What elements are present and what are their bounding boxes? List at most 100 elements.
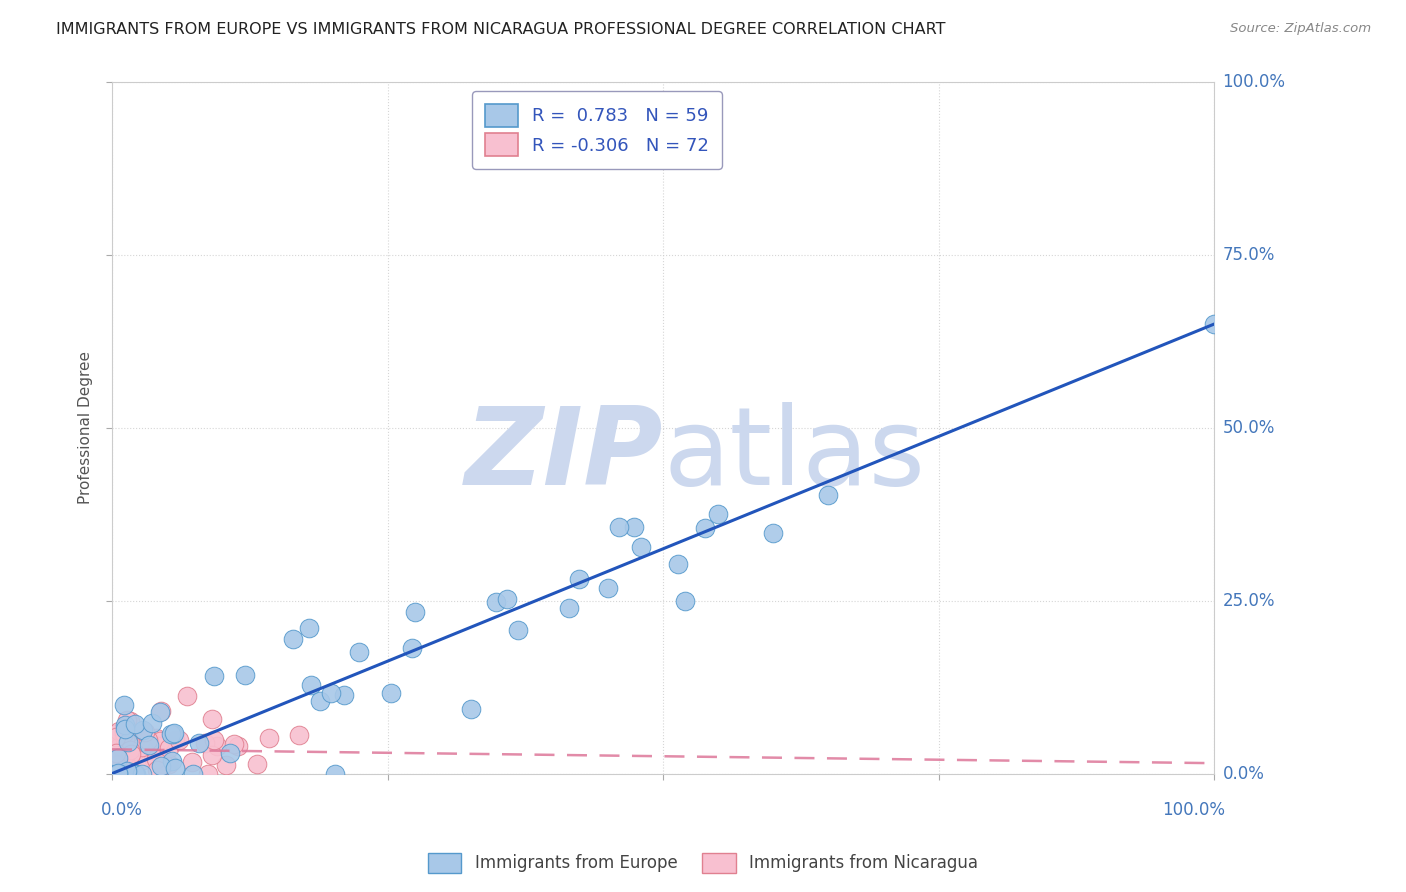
Point: [148, 734, 170, 748]
Point: [124, 716, 146, 731]
Point: [197, 766, 219, 780]
Point: [107, 766, 129, 780]
Text: 100.0%: 100.0%: [1163, 801, 1225, 819]
Text: Source: ZipAtlas.com: Source: ZipAtlas.com: [1230, 22, 1371, 36]
Point: [167, 732, 190, 747]
Point: [141, 738, 163, 752]
Point: [165, 733, 187, 747]
Point: [120, 747, 142, 761]
Y-axis label: Professional Degree: Professional Degree: [79, 351, 93, 504]
Point: [112, 698, 135, 712]
Point: [110, 746, 132, 760]
Point: [138, 738, 160, 752]
Point: [105, 730, 128, 744]
Point: [298, 622, 321, 636]
Point: [323, 766, 346, 780]
Point: [104, 746, 127, 760]
Point: [160, 727, 183, 741]
Point: [193, 736, 215, 750]
Point: [159, 756, 181, 771]
Point: [215, 757, 238, 772]
Point: [105, 758, 128, 772]
Point: [202, 669, 225, 683]
Point: [150, 759, 173, 773]
Point: [201, 748, 224, 763]
Text: 75.0%: 75.0%: [1223, 246, 1275, 264]
Point: [121, 733, 143, 747]
Point: [146, 764, 169, 778]
Point: [146, 739, 169, 753]
Point: [568, 572, 591, 586]
Point: [120, 743, 142, 757]
Point: [112, 726, 135, 740]
Point: [112, 751, 135, 765]
Point: [141, 716, 163, 731]
Point: [112, 766, 135, 780]
Point: [183, 766, 205, 780]
Point: [134, 724, 156, 739]
Point: [162, 755, 184, 769]
Point: [122, 735, 145, 749]
Legend: R =  0.783   N = 59, R = -0.306   N = 72: R = 0.783 N = 59, R = -0.306 N = 72: [472, 91, 721, 169]
Point: [380, 686, 402, 700]
Point: [596, 581, 619, 595]
Point: [107, 749, 129, 764]
Text: 50.0%: 50.0%: [1223, 418, 1275, 437]
Point: [623, 519, 645, 533]
Legend: Immigrants from Europe, Immigrants from Nicaragua: Immigrants from Europe, Immigrants from …: [422, 847, 984, 880]
Point: [132, 723, 155, 738]
Point: [145, 731, 167, 746]
Point: [508, 623, 530, 637]
Point: [107, 724, 129, 739]
Point: [607, 519, 630, 533]
Point: [110, 739, 132, 753]
Text: ZIP: ZIP: [465, 402, 664, 508]
Point: [125, 743, 148, 757]
Point: [112, 752, 135, 766]
Point: [707, 507, 730, 521]
Point: [131, 766, 153, 780]
Point: [107, 766, 129, 780]
Point: [219, 747, 242, 761]
Point: [114, 726, 136, 740]
Point: [157, 740, 180, 755]
Point: [112, 766, 135, 780]
Point: [162, 727, 184, 741]
Point: [180, 755, 202, 769]
Point: [163, 726, 186, 740]
Point: [135, 734, 157, 748]
Point: [762, 525, 785, 540]
Point: [188, 736, 211, 750]
Text: 0.0%: 0.0%: [1223, 764, 1264, 782]
Point: [673, 593, 696, 607]
Text: IMMIGRANTS FROM EUROPE VS IMMIGRANTS FROM NICARAGUA PROFESSIONAL DEGREE CORRELAT: IMMIGRANTS FROM EUROPE VS IMMIGRANTS FRO…: [56, 22, 946, 37]
Point: [112, 736, 135, 750]
Point: [142, 751, 165, 765]
Point: [163, 761, 186, 775]
Point: [115, 714, 138, 728]
Point: [103, 750, 125, 764]
Point: [145, 752, 167, 766]
Point: [155, 755, 177, 769]
Point: [103, 742, 125, 756]
Point: [201, 712, 224, 726]
Point: [321, 686, 343, 700]
Point: [117, 735, 139, 749]
Point: [666, 557, 689, 571]
Point: [259, 731, 281, 745]
Point: [558, 600, 581, 615]
Point: [460, 702, 482, 716]
Point: [495, 591, 517, 606]
Point: [233, 668, 256, 682]
Point: [103, 727, 125, 741]
Point: [105, 740, 128, 755]
Point: [136, 732, 159, 747]
Point: [817, 488, 839, 502]
Text: 0.0%: 0.0%: [101, 801, 143, 819]
Point: [404, 605, 426, 619]
Point: [107, 751, 129, 765]
Point: [114, 723, 136, 737]
Point: [207, 739, 229, 754]
Point: [131, 740, 153, 755]
Point: [125, 766, 148, 780]
